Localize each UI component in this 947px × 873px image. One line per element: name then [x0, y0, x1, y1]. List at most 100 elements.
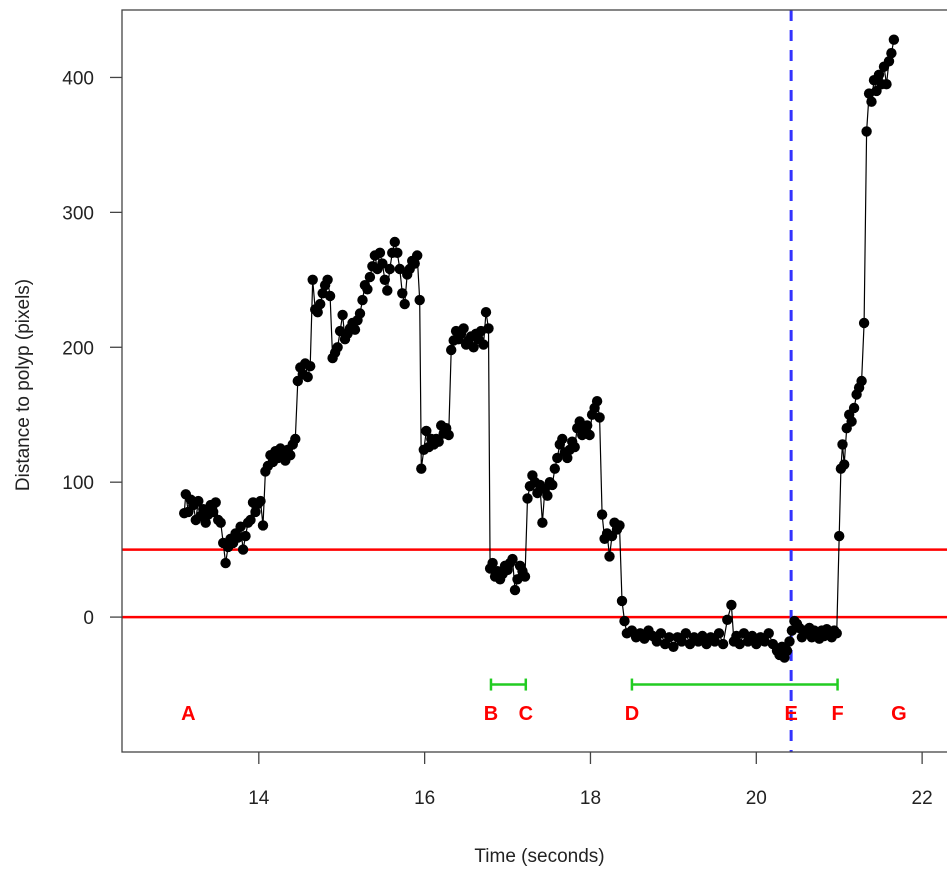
data-point [883, 56, 895, 67]
data-point [414, 294, 425, 306]
data-point [397, 288, 408, 299]
data-point [569, 441, 580, 453]
data-point [547, 479, 558, 491]
data-point [881, 79, 892, 90]
data-point [255, 495, 266, 507]
data-point [468, 342, 479, 353]
interval-bracket-1 [489, 678, 528, 691]
data-point [458, 323, 469, 334]
data-point [557, 433, 568, 445]
x-tick-label: 16 [414, 788, 435, 809]
data-point [409, 258, 420, 269]
data-point [866, 96, 877, 107]
data-point [584, 429, 595, 441]
data-point [717, 638, 729, 650]
data-point [392, 247, 403, 258]
x-tick-label: 18 [580, 788, 601, 809]
data-point [549, 463, 560, 474]
data-point [722, 614, 733, 625]
data-point [594, 412, 605, 423]
data-point [848, 402, 860, 414]
data-point [357, 294, 368, 306]
data-point [374, 247, 386, 258]
data-point [416, 463, 427, 474]
data-point [839, 459, 850, 470]
data-point [399, 298, 410, 310]
data-point [312, 307, 323, 318]
data-point [322, 274, 333, 285]
data-point [582, 420, 593, 431]
x-tick-label: 22 [912, 788, 933, 809]
x-tick-label: 14 [248, 788, 270, 809]
interval-brackets [489, 678, 839, 691]
data-point [676, 636, 687, 647]
data-point [285, 450, 296, 461]
x-axis: 14 16 18 20 22 [248, 752, 933, 809]
data-point [596, 509, 608, 520]
data-point [552, 452, 563, 464]
data-series [179, 34, 900, 663]
data-point [831, 628, 842, 639]
data-point [364, 271, 376, 283]
reference-lines [122, 10, 947, 752]
data-point [542, 490, 553, 501]
data-point [873, 69, 885, 81]
data-point [200, 517, 211, 528]
data-point [734, 638, 745, 650]
data-point [354, 308, 366, 319]
data-point [858, 317, 870, 329]
data-point [237, 544, 249, 555]
data-point [713, 628, 725, 639]
data-point [616, 595, 628, 607]
data-point [487, 557, 498, 569]
data-point [324, 290, 336, 302]
y-tick-label: 300 [62, 203, 94, 224]
interval-bracket-2 [630, 678, 839, 691]
data-point [349, 324, 361, 335]
data-point [250, 506, 261, 518]
data-point [389, 236, 400, 248]
data-point [394, 263, 405, 275]
data-point [377, 258, 388, 269]
data-point [337, 309, 348, 321]
data-point [651, 636, 662, 647]
data-point [208, 506, 219, 518]
x-axis-title: Time (seconds) [474, 846, 604, 867]
y-axis-title: Distance to polyp (pixels) [13, 279, 34, 491]
data-point [846, 416, 857, 427]
data-point [614, 520, 625, 531]
data-point [433, 436, 444, 447]
data-point [245, 514, 256, 526]
data-point [726, 599, 737, 611]
data-point [307, 274, 318, 285]
data-point [655, 628, 667, 639]
data-point [738, 628, 750, 639]
event-label-e: E [784, 703, 797, 725]
data-point [305, 361, 316, 372]
data-point [379, 274, 390, 285]
data-point [509, 584, 521, 596]
data-point [215, 517, 226, 528]
data-point [619, 615, 630, 627]
data-point [709, 636, 720, 647]
data-point [240, 530, 251, 542]
x-tick-label: 20 [746, 788, 767, 809]
event-label-d: D [625, 703, 639, 725]
data-point [784, 636, 795, 647]
data-point [537, 517, 548, 528]
data-point [290, 433, 301, 445]
data-point [861, 126, 872, 137]
data-point [747, 630, 758, 642]
y-tick-label: 200 [62, 338, 94, 359]
data-point [480, 307, 492, 318]
data-point [362, 284, 373, 295]
data-point [886, 48, 897, 59]
data-point [421, 425, 432, 437]
data-point [759, 636, 770, 647]
data-point [332, 342, 343, 353]
data-point [837, 439, 848, 450]
plot-frame [121, 9, 947, 753]
data-point [888, 34, 900, 45]
data-point [834, 530, 845, 542]
